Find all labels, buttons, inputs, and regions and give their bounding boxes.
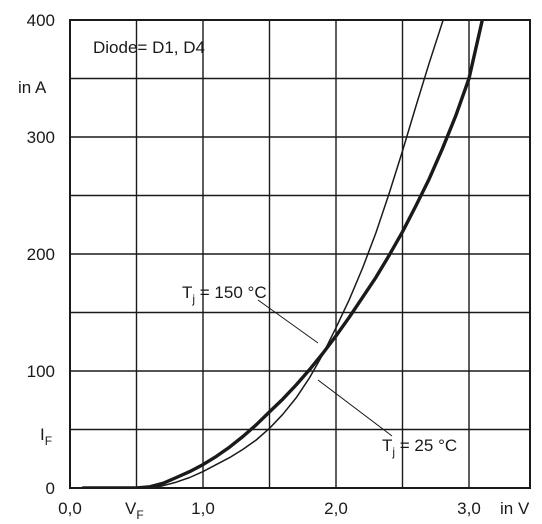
- plot-frame: [69, 19, 531, 489]
- series-label-25: Tj = 25 °C: [382, 436, 457, 459]
- y-tick-label: 400: [27, 11, 55, 30]
- x-axis-symbol-sub: F: [136, 508, 143, 522]
- leader-line-25: [317, 379, 393, 437]
- tick-labels: 0,0 1,0 2,0 3,0 0 100 200 300 400: [27, 11, 481, 518]
- grid-lines: [70, 20, 530, 488]
- x-axis-symbol: VF: [125, 499, 144, 522]
- y-tick-label: 0: [46, 479, 55, 498]
- series-line-tj-25: [82, 20, 444, 488]
- y-tick-label: 200: [27, 245, 55, 264]
- series-label-25-main: T: [382, 436, 392, 455]
- y-axis-symbol-main: I: [40, 425, 45, 444]
- y-tick-label: 100: [27, 362, 55, 381]
- leader-line-150: [257, 299, 319, 344]
- curves: [81, 20, 484, 488]
- x-tick-label: 3,0: [457, 499, 481, 518]
- x-tick-label: 0,0: [58, 499, 82, 518]
- x-tick-label: 1,0: [191, 499, 215, 518]
- diode-annotation: Diode= D1, D4: [93, 38, 205, 57]
- series-label-150-sub: j: [191, 292, 195, 306]
- x-axis-unit: in V: [500, 499, 530, 518]
- y-axis-symbol-sub: F: [45, 434, 52, 448]
- y-tick-label: 300: [27, 128, 55, 147]
- y-axis-unit: in A: [18, 78, 47, 97]
- series-label-150: Tj = 150 °C: [182, 283, 267, 306]
- x-tick-label: 2,0: [324, 499, 348, 518]
- series-label-25-rest: = 25 °C: [395, 436, 457, 455]
- series-label-25-sub: j: [391, 445, 395, 459]
- x-axis-symbol-main: V: [125, 499, 137, 518]
- y-axis-symbol: IF: [40, 425, 52, 448]
- series-label-150-main: T: [182, 283, 192, 302]
- series-line-tj-150: [81, 20, 484, 488]
- series-label-150-rest: = 150 °C: [195, 283, 267, 302]
